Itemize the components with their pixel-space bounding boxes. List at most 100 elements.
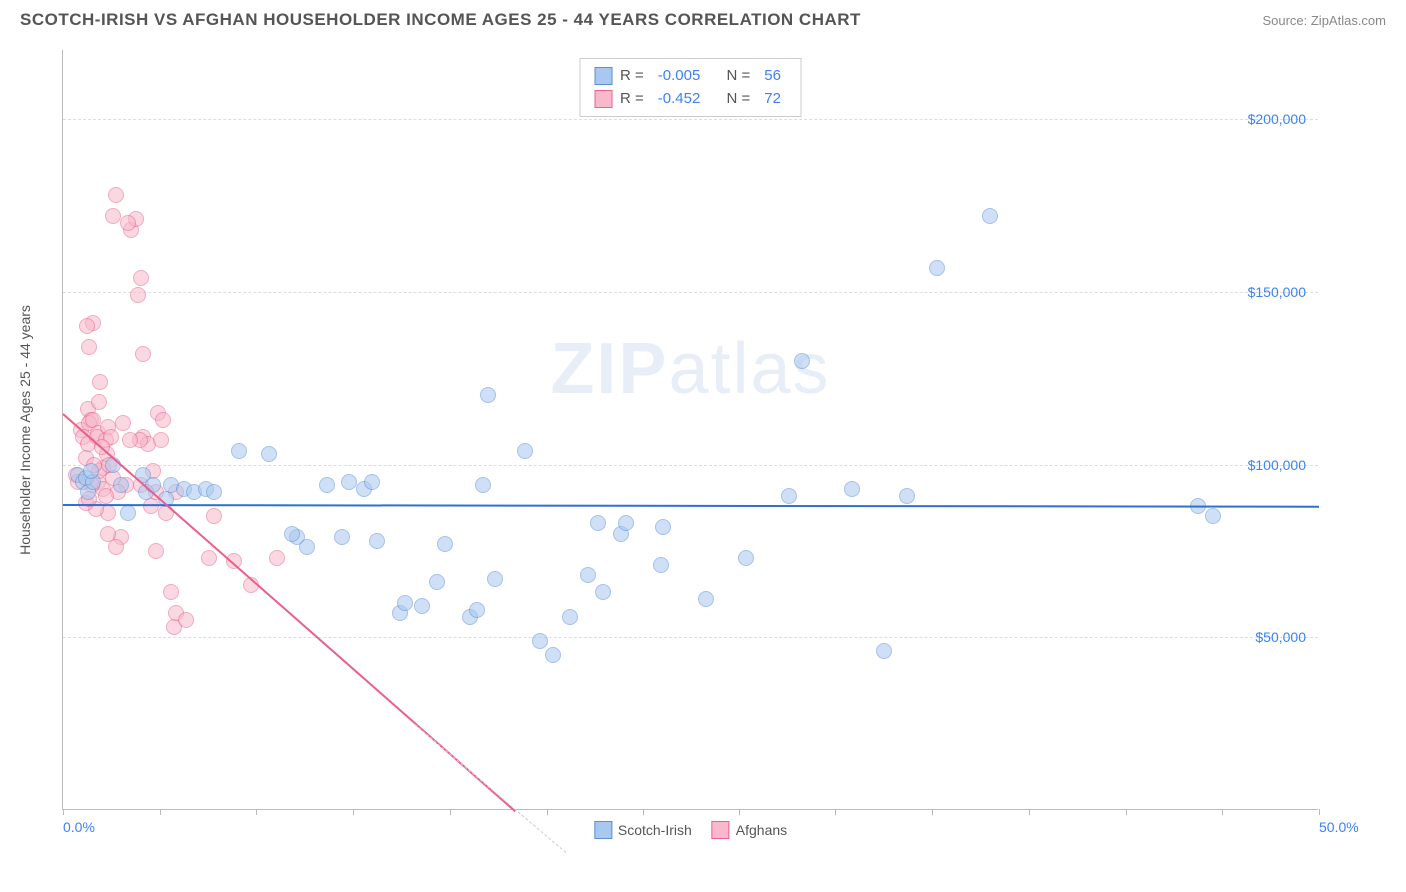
- gridline-h: [63, 292, 1318, 293]
- scatter-point: [130, 287, 146, 303]
- gridline-h: [63, 465, 1318, 466]
- source-attribution: Source: ZipAtlas.com: [1262, 13, 1386, 28]
- x-tick: [1126, 809, 1127, 815]
- scatter-point: [429, 574, 445, 590]
- scatter-point: [269, 550, 285, 566]
- scatter-point: [206, 484, 222, 500]
- stats-row-series-1: R = -0.452 N = 72: [594, 88, 787, 111]
- scatter-point: [487, 571, 503, 587]
- scatter-point: [794, 353, 810, 369]
- scatter-point: [437, 536, 453, 552]
- scatter-point: [1205, 508, 1221, 524]
- scatter-point: [334, 529, 350, 545]
- x-tick: [739, 809, 740, 815]
- correlation-stats-box: R = -0.005 N = 56 R = -0.452 N = 72: [579, 58, 802, 117]
- scatter-point: [341, 474, 357, 490]
- scatter-point: [517, 443, 533, 459]
- watermark-light: atlas: [668, 329, 830, 409]
- n-value-0: 56: [764, 65, 781, 88]
- scatter-point: [781, 488, 797, 504]
- legend-item-0: Scotch-Irish: [594, 821, 692, 839]
- legend-label-0: Scotch-Irish: [618, 822, 692, 838]
- scatter-point: [844, 481, 860, 497]
- scatter-point: [397, 595, 413, 611]
- scatter-point: [595, 584, 611, 600]
- scatter-point: [299, 539, 315, 555]
- scatter-point: [120, 505, 136, 521]
- chart-header: SCOTCH-IRISH VS AFGHAN HOUSEHOLDER INCOM…: [0, 0, 1406, 36]
- scatter-point: [562, 609, 578, 625]
- n-value-1: 72: [764, 88, 781, 111]
- scatter-point: [653, 557, 669, 573]
- scatter-point: [105, 208, 121, 224]
- scatter-point: [580, 567, 596, 583]
- scatter-point: [135, 346, 151, 362]
- scatter-point: [148, 543, 164, 559]
- y-axis-label: Householder Income Ages 25 - 44 years: [17, 305, 33, 555]
- scatter-point: [618, 515, 634, 531]
- source-prefix: Source:: [1262, 13, 1310, 28]
- scatter-point: [122, 432, 138, 448]
- gridline-h: [63, 119, 1318, 120]
- scatter-point: [163, 584, 179, 600]
- y-tick-label: $100,000: [1248, 457, 1306, 473]
- watermark: ZIPatlas: [550, 328, 830, 410]
- stats-row-series-0: R = -0.005 N = 56: [594, 65, 787, 88]
- x-tick: [835, 809, 836, 815]
- chart-container: ZIPatlas Householder Income Ages 25 - 44…: [62, 50, 1382, 830]
- scatter-point: [929, 260, 945, 276]
- scatter-point: [698, 591, 714, 607]
- scatter-point: [201, 550, 217, 566]
- scatter-point: [83, 463, 99, 479]
- x-tick: [160, 809, 161, 815]
- x-tick: [1319, 809, 1320, 815]
- x-tick-label-first: 0.0%: [63, 819, 95, 835]
- legend-swatch-1: [712, 821, 730, 839]
- scatter-point: [98, 488, 114, 504]
- scatter-point: [91, 394, 107, 410]
- scatter-point: [414, 598, 430, 614]
- r-value-1: -0.452: [658, 88, 701, 111]
- scatter-point: [261, 446, 277, 462]
- scatter-point: [899, 488, 915, 504]
- scatter-point: [231, 443, 247, 459]
- r-label: R =: [620, 65, 644, 88]
- r-value-0: -0.005: [658, 65, 701, 88]
- scatter-point: [79, 318, 95, 334]
- legend-item-1: Afghans: [712, 821, 787, 839]
- scatter-point: [545, 647, 561, 663]
- scatter-point: [532, 633, 548, 649]
- scatter-point: [145, 477, 161, 493]
- x-tick: [256, 809, 257, 815]
- r-label: R =: [620, 88, 644, 111]
- trend-line: [414, 724, 565, 853]
- bottom-legend: Scotch-Irish Afghans: [594, 821, 787, 839]
- scatter-point: [81, 339, 97, 355]
- plot-area: ZIPatlas Householder Income Ages 25 - 44…: [62, 50, 1318, 810]
- scatter-point: [475, 477, 491, 493]
- scatter-point: [590, 515, 606, 531]
- scatter-point: [153, 432, 169, 448]
- x-tick: [643, 809, 644, 815]
- scatter-point: [108, 539, 124, 555]
- scatter-point: [115, 415, 131, 431]
- scatter-point: [876, 643, 892, 659]
- scatter-point: [738, 550, 754, 566]
- scatter-point: [469, 602, 485, 618]
- scatter-point: [120, 215, 136, 231]
- n-label: N =: [727, 65, 751, 88]
- x-tick: [547, 809, 548, 815]
- x-tick: [1029, 809, 1030, 815]
- gridline-h: [63, 637, 1318, 638]
- swatch-series-1: [594, 90, 612, 108]
- x-tick: [450, 809, 451, 815]
- scatter-point: [92, 374, 108, 390]
- scatter-point: [178, 612, 194, 628]
- swatch-series-0: [594, 67, 612, 85]
- scatter-point: [319, 477, 335, 493]
- scatter-point: [133, 270, 149, 286]
- scatter-point: [100, 526, 116, 542]
- y-tick-label: $200,000: [1248, 111, 1306, 127]
- trend-line: [63, 504, 1319, 508]
- scatter-point: [206, 508, 222, 524]
